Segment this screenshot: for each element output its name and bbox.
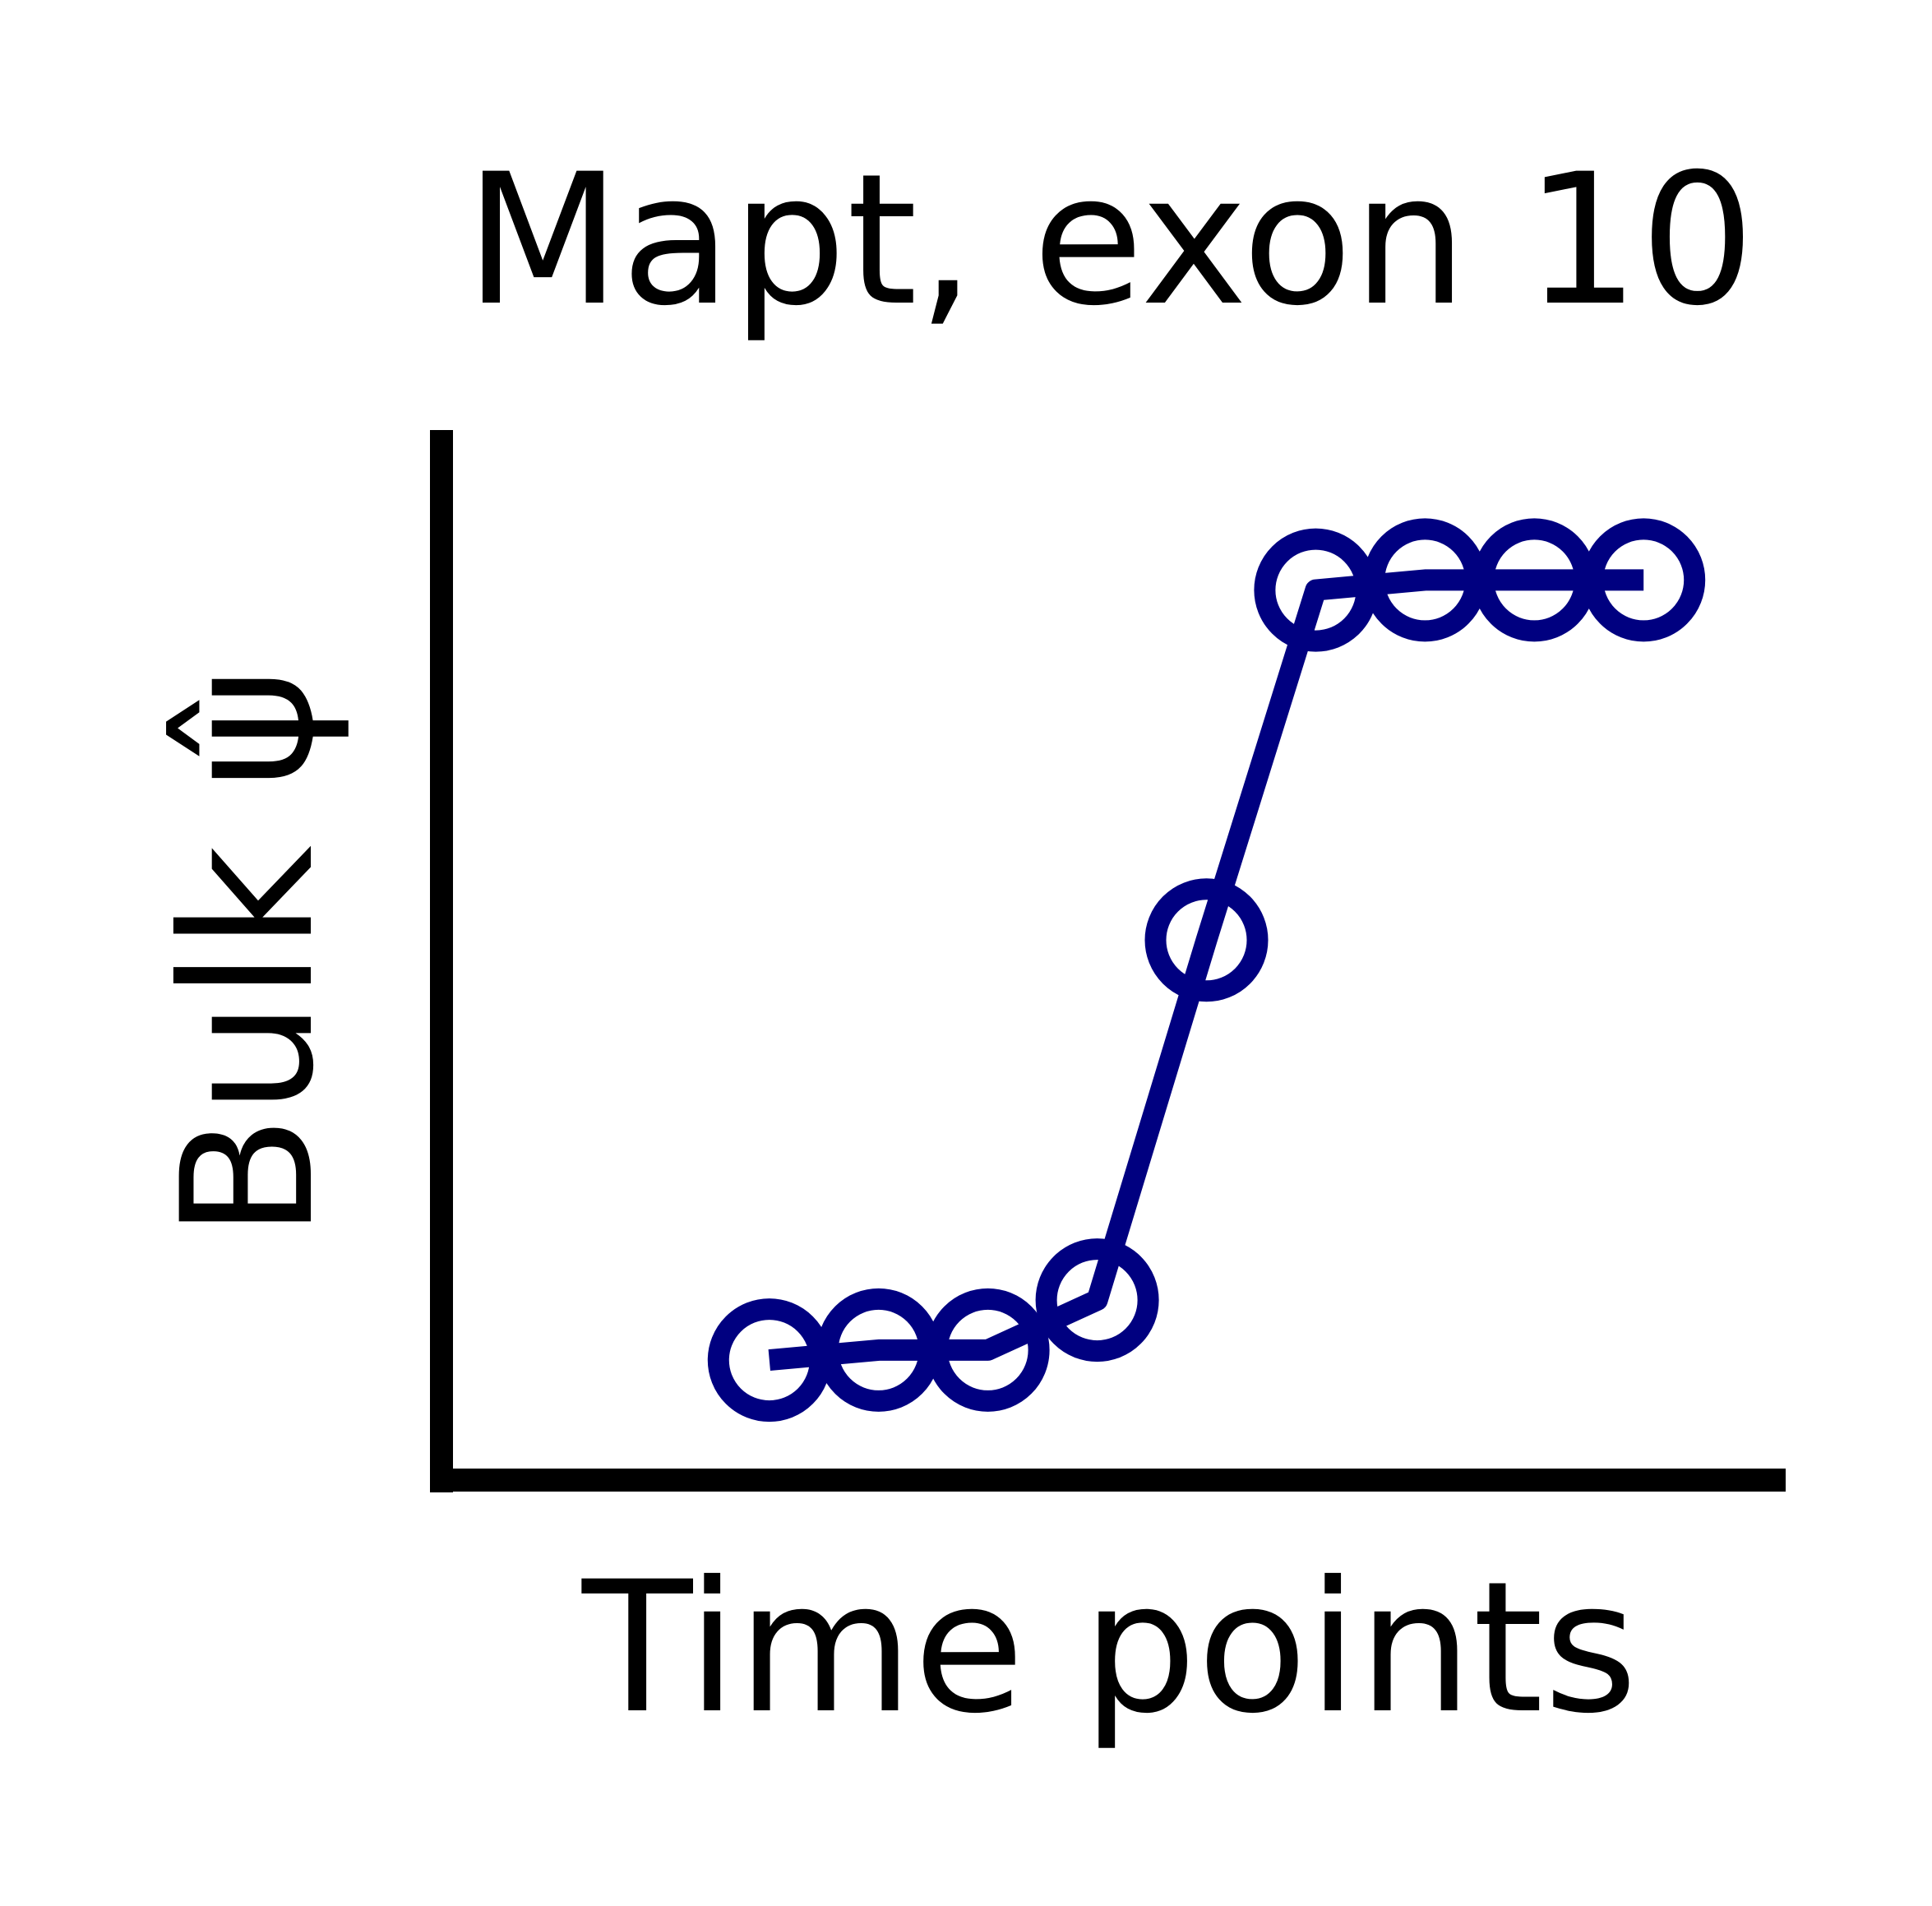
chart-title: Mapt, exon 10 xyxy=(465,135,1754,345)
x-axis-label: Time points xyxy=(581,1543,1638,1753)
y-axis-label: Bulk ψ̂ xyxy=(143,668,354,1239)
series-line-1 xyxy=(768,569,1644,1372)
plot-area xyxy=(707,518,1706,1423)
